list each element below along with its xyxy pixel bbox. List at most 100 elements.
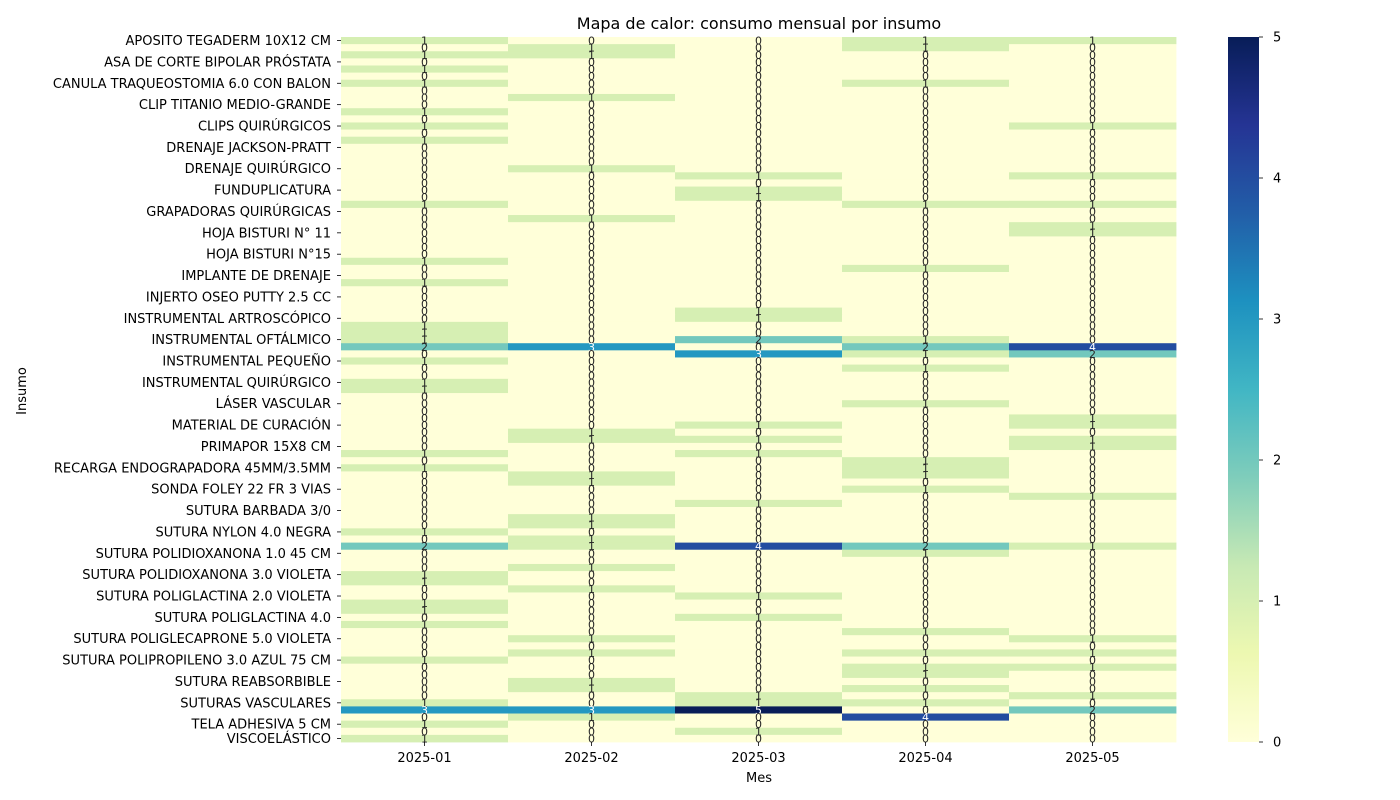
heatmap-cell [341,72,509,81]
cell-value-label: 0 [755,526,762,539]
cell-value-label: 0 [922,298,929,311]
heatmap-cell [1009,257,1177,266]
heatmap-cell [341,58,509,66]
x-tick-label: 2025-01 [397,751,451,766]
heatmap-cell [675,108,843,116]
cell-value-label: 1 [421,462,428,475]
cell-value-label: 0 [922,391,929,404]
cell-value-label: 0 [922,576,929,589]
heatmap-cell [675,471,843,479]
heatmap-cell [675,592,843,600]
heatmap-cell [508,421,676,430]
cell-value-label: 0 [1089,469,1096,482]
heatmap-cell [1009,685,1177,693]
cell-value-label: 0 [588,732,595,745]
heatmap-cell [842,357,1010,365]
heatmap-cell [341,421,509,430]
heatmap-cell [842,649,1010,657]
heatmap-cell [842,592,1010,600]
heatmap-cell [842,713,1010,722]
heatmap-cell [341,720,509,729]
cell-value-label: 0 [421,483,428,496]
cell-value-label: 0 [922,732,929,745]
heatmap-cell [508,72,676,81]
heatmap-cell [1009,507,1177,515]
cell-value-label: 1 [421,576,428,589]
cell-value-label: 0 [1089,106,1096,119]
cell-value-label: 0 [922,369,929,382]
heatmap-cell [341,250,509,259]
heatmap-cell [341,328,509,337]
heatmap-cell [341,378,509,387]
heatmap-cell [508,535,676,544]
heatmap-cell [341,713,509,722]
cell-value-label: 1 [421,619,428,632]
heatmap-cell [842,193,1010,202]
heatmap-cell [508,692,676,700]
cell-value-label: 0 [588,604,595,617]
heatmap-cell [675,300,843,309]
heatmap-cell [1009,321,1177,330]
heatmap-cell [508,528,676,536]
heatmap-cell [675,101,843,109]
cell-value-label: 0 [1089,291,1096,304]
cell-value-label: 0 [421,270,428,283]
cell-value-label: 0 [755,213,762,226]
heatmap-cell [508,172,676,180]
cell-value-label: 1 [588,49,595,62]
heatmap-cell [1009,72,1177,81]
y-tick-label: INSTRUMENTAL ARTROSCÓPICO [124,311,331,327]
heatmap-cell [341,300,509,309]
cell-value-label: 0 [588,63,595,76]
cell-value-label: 0 [755,298,762,311]
cell-value-label: 0 [588,120,595,133]
heatmap-cell [508,670,676,679]
cell-value-label: 1 [1089,540,1096,553]
heatmap-cell [1009,620,1177,629]
cell-value-label: 0 [922,205,929,218]
heatmap-cell [675,528,843,536]
cell-value-label: 0 [1089,156,1096,169]
heatmap-cell [842,507,1010,515]
cell-value-label: 0 [1089,49,1096,62]
cell-value-label: 0 [588,448,595,461]
heatmap-cell [341,457,509,465]
heatmap-cell [508,606,676,615]
heatmap-cell [842,585,1010,593]
heatmap-cell [675,86,843,95]
cell-value-label: 2 [421,540,428,553]
cell-value-label: 1 [922,35,929,48]
cell-value-label: 0 [588,70,595,83]
heatmap-cell [1009,450,1177,458]
cell-value-label: 0 [755,42,762,55]
heatmap-cell [842,328,1010,337]
heatmap-cell [675,642,843,650]
heatmap-cell [675,635,843,643]
heatmap-cell [1009,457,1177,465]
heatmap-cell [675,150,843,159]
cell-value-label: 1 [1089,419,1096,432]
cell-value-label: 0 [588,526,595,539]
heatmap-cell [1009,471,1177,479]
heatmap-cell [1009,115,1177,123]
cell-value-label: 0 [421,675,428,688]
cell-value-label: 0 [755,270,762,283]
cell-value-label: 0 [755,554,762,567]
heatmap-cell [341,727,509,736]
heatmap-cell [341,464,509,472]
heatmap-cell [842,727,1010,736]
heatmap-cell [341,499,509,508]
heatmap-cell [842,58,1010,66]
cell-value-label: 0 [421,419,428,432]
cell-value-label: 0 [755,177,762,190]
heatmap-cell [1009,44,1177,52]
heatmap-cell [1009,129,1177,138]
cell-value-label: 1 [588,42,595,55]
cell-value-label: 4 [922,711,929,724]
heatmap-cell [508,343,676,351]
y-tick-label: RECARGA ENDOGRAPADORA 45MM/3.5MM [54,461,331,476]
heatmap-cell [508,663,676,672]
cell-value-label: 1 [588,711,595,724]
colorbar-tick-label: 0 [1273,736,1281,751]
heatmap-cell [341,193,509,202]
